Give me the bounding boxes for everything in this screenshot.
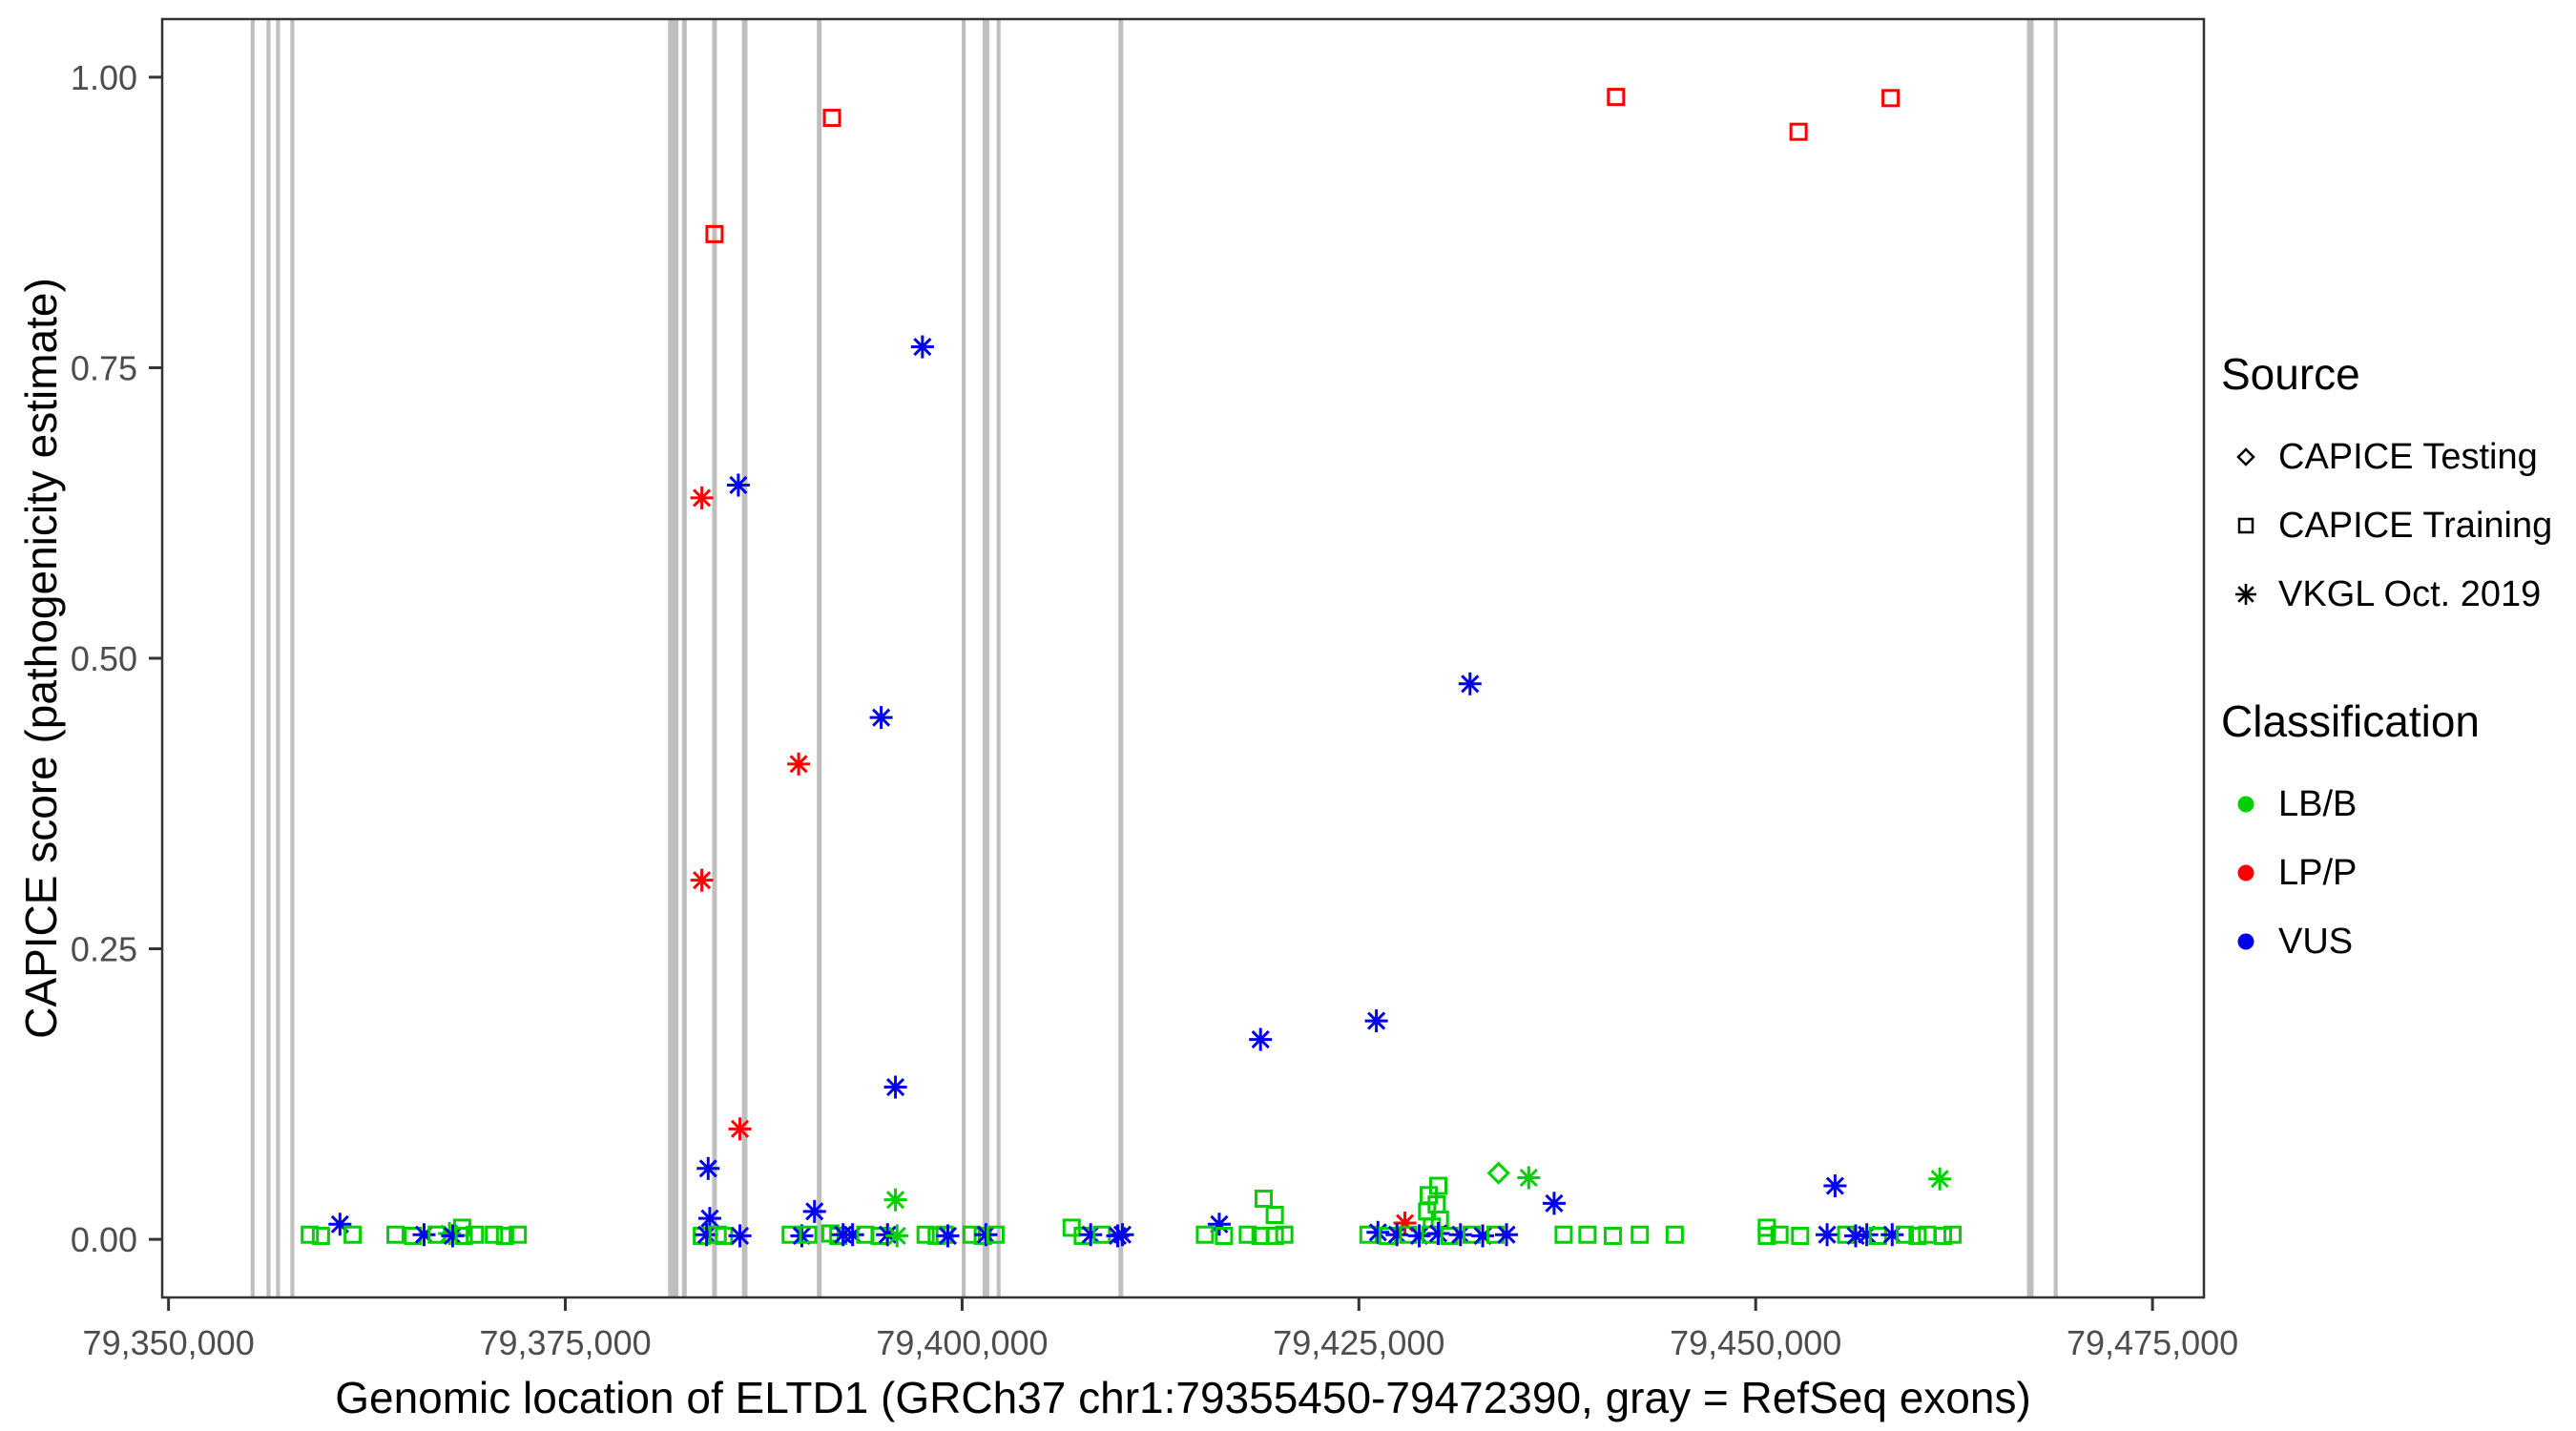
svg-text:1.00: 1.00 <box>71 58 137 97</box>
svg-text:0.00: 0.00 <box>71 1220 137 1259</box>
legend-item-vkgl: VKGL Oct. 2019 <box>2221 564 2552 625</box>
asterisk-icon <box>2235 584 2256 605</box>
lb-dot-icon <box>2237 796 2254 813</box>
svg-text:79,350,000: 79,350,000 <box>83 1323 255 1362</box>
legend-label: LB/B <box>2278 783 2358 824</box>
legend-source-title: Source <box>2221 349 2360 399</box>
svg-text:79,450,000: 79,450,000 <box>1670 1323 1841 1362</box>
svg-text:0.25: 0.25 <box>71 930 137 969</box>
lp-dot-icon <box>2237 864 2254 881</box>
legend-label: CAPICE Testing <box>2278 436 2538 477</box>
legend-label: VKGL Oct. 2019 <box>2278 573 2542 614</box>
legend-item-lpp: LP/P <box>2221 842 2552 903</box>
svg-text:79,475,000: 79,475,000 <box>2067 1323 2238 1362</box>
legend-gap <box>2221 633 2552 695</box>
vus-dot-icon <box>2237 933 2254 950</box>
svg-text:79,400,000: 79,400,000 <box>876 1323 1048 1362</box>
legend-item-lbb: LB/B <box>2221 774 2552 835</box>
svg-text:79,375,000: 79,375,000 <box>479 1323 651 1362</box>
square-icon <box>2237 517 2254 534</box>
legend-item-capice-training: CAPICE Training <box>2221 495 2552 556</box>
legend: Source CAPICE Testing CAPICE Training VK… <box>2221 348 2552 980</box>
y-axis-title: CAPICE score (pathogenicity estimate) <box>16 278 66 1039</box>
svg-text:79,425,000: 79,425,000 <box>1273 1323 1444 1362</box>
legend-item-vus: VUS <box>2221 911 2552 972</box>
diamond-icon <box>2236 447 2255 467</box>
legend-item-capice-testing: CAPICE Testing <box>2221 426 2552 487</box>
x-axis-title: Genomic location of ELTD1 (GRCh37 chr1:7… <box>335 1373 2031 1422</box>
svg-text:0.50: 0.50 <box>71 639 137 678</box>
legend-label: LP/P <box>2278 852 2358 893</box>
legend-label: VUS <box>2278 921 2354 962</box>
legend-classification-title: Classification <box>2221 696 2480 746</box>
legend-label: CAPICE Training <box>2278 505 2553 546</box>
svg-text:0.75: 0.75 <box>71 348 137 387</box>
